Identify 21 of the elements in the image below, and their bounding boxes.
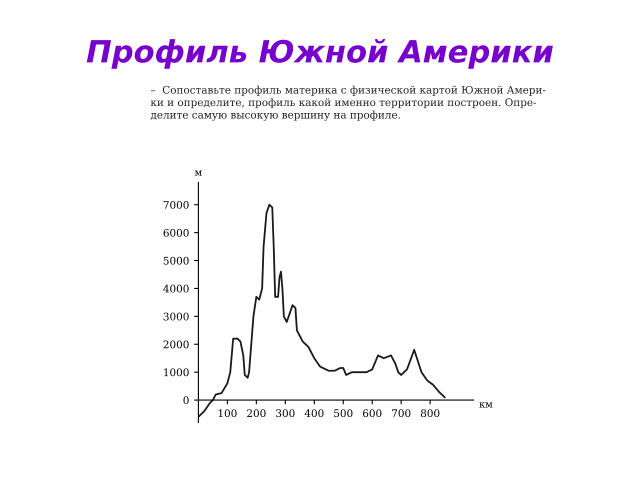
line-series	[198, 204, 446, 418]
y-tick-label: 7000	[164, 200, 189, 209]
x-axis-title: км	[479, 402, 492, 408]
chart-title: Профиль Южной Америки	[86, 39, 553, 69]
y-tick-label: 2000	[164, 340, 189, 348]
x-tick-label: 200	[247, 409, 266, 418]
y-tick-label: 4000	[163, 284, 189, 293]
x-tick-label: 500	[334, 409, 352, 418]
x-tick-label: 300	[276, 409, 295, 418]
x-tick-label: 400	[304, 409, 324, 418]
y-tick-label: 3000	[164, 312, 189, 320]
x-tick-label: 800	[420, 409, 440, 418]
x-tick-label: 700	[392, 409, 410, 418]
x-tick-label: 600	[362, 409, 382, 418]
y-tick-label: 0	[183, 396, 189, 404]
y-tick-label: 5000	[164, 256, 189, 265]
y-tick-label: 6000	[164, 228, 189, 237]
y-tick-label: 1000	[164, 368, 189, 376]
x-tick-label: 100	[218, 409, 237, 418]
chart-subtitle: – Сопоставьте профиль материка с физической картой Южной Амери- ки и определите, профиль какой именно территории построен. Опре- делите самую высокую вершину на профиле.	[150, 86, 546, 121]
y-axis-title: м	[194, 170, 202, 176]
